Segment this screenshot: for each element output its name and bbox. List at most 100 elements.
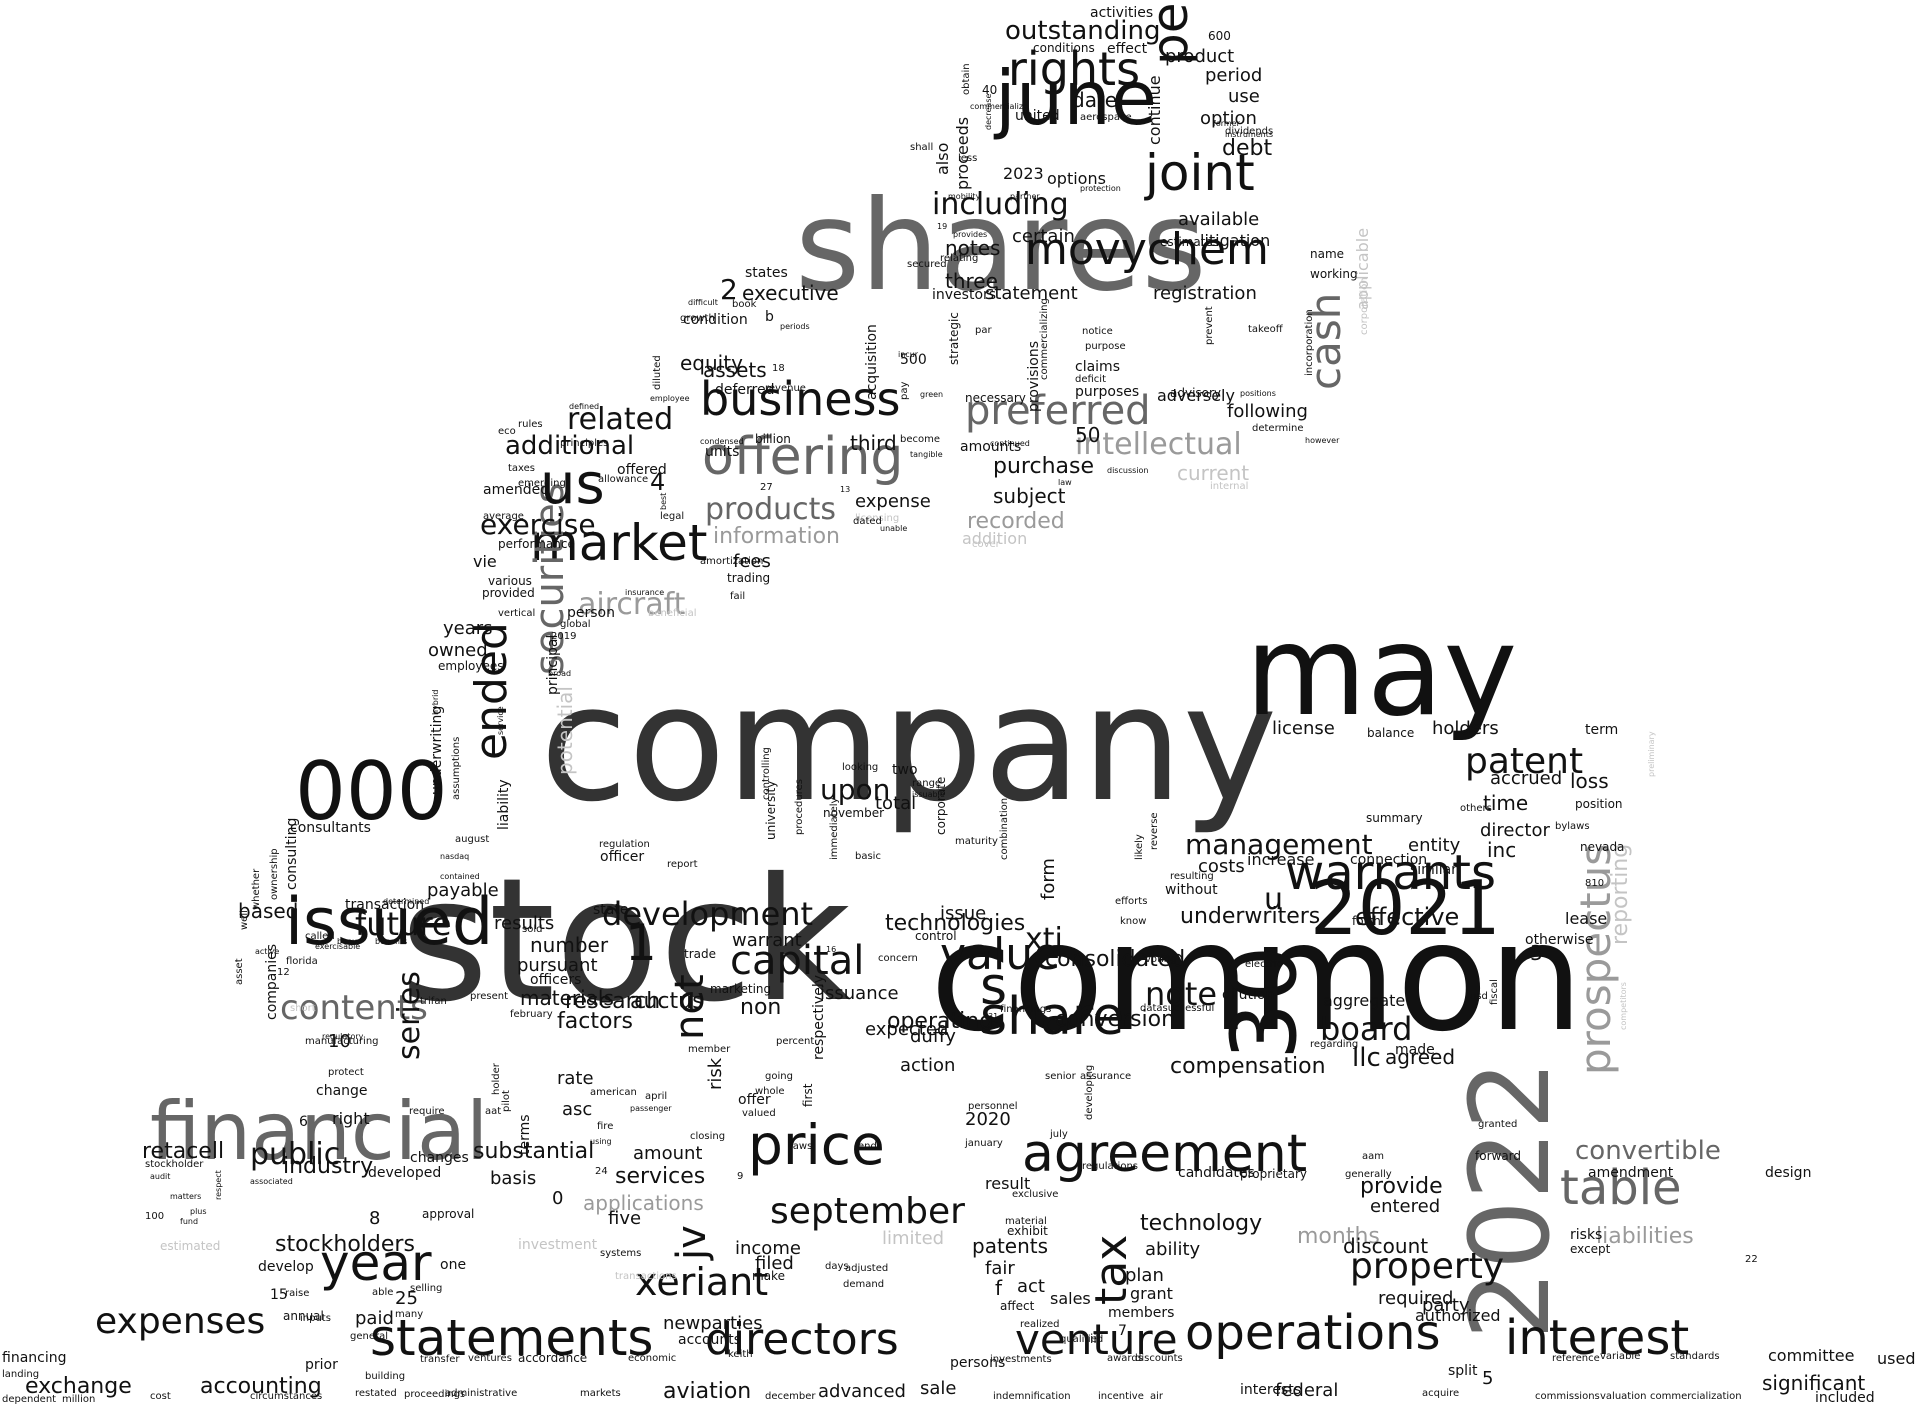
word-financings: financings: [1000, 1003, 1052, 1015]
word-eco: eco: [498, 425, 516, 437]
word-selling: selling: [410, 1282, 443, 1294]
word-0: 0: [552, 1187, 564, 1209]
word-plan: plan: [1125, 1264, 1164, 1286]
word-purpose: purpose: [1085, 340, 1126, 352]
word-year: year: [320, 1233, 432, 1292]
word-issuance: issuance: [820, 982, 899, 1004]
word-substantial: substantial: [473, 1139, 595, 1165]
word-2023: 2023: [1003, 164, 1044, 184]
word-officer: officer: [600, 849, 645, 866]
word-deficit: deficit: [1075, 373, 1106, 385]
word-former: former: [1213, 119, 1240, 129]
word-global: global: [560, 618, 591, 630]
word-3: 3: [1530, 941, 1543, 965]
word-related: related: [567, 401, 674, 437]
word-internal: internal: [1210, 480, 1249, 492]
word-5: 5: [1482, 1367, 1494, 1389]
word-entity: entity: [1408, 834, 1461, 856]
word-provide: provide: [1360, 1174, 1443, 1200]
word-board: board: [1320, 1009, 1413, 1048]
word-preferred: preferred: [965, 388, 1151, 434]
word-personnel: personnel: [968, 1100, 1018, 1112]
word-looking: looking: [842, 761, 879, 773]
word-reference: reference: [1552, 1352, 1600, 1364]
word-regarding: regarding: [1310, 1038, 1359, 1050]
word-fire: fire: [597, 1120, 614, 1132]
word-three: three: [945, 269, 998, 293]
word-bylaws: bylaws: [1555, 820, 1590, 832]
word-stockholder: stockholder: [145, 1158, 204, 1170]
word-controlling: controlling: [761, 747, 772, 800]
word-debt: debt: [1222, 136, 1273, 162]
word-statements: statements: [370, 1308, 654, 1367]
word-resulting: resulting: [1170, 870, 1214, 882]
word-acquire: acquire: [1422, 1387, 1460, 1399]
word-income: income: [735, 1237, 801, 1259]
word-name: name: [1310, 246, 1345, 261]
word-consulting: consulting: [284, 817, 300, 890]
word-reporting: reporting: [1608, 843, 1633, 945]
word-approval: approval: [422, 1206, 475, 1221]
word-accounting: accounting: [200, 1374, 322, 1400]
word-law: law: [1058, 478, 1072, 488]
word-employees: employees: [438, 658, 504, 673]
word-hybrid: hybrid: [431, 689, 440, 715]
word-27: 27: [760, 481, 773, 493]
word-directors: directors: [705, 1313, 899, 1365]
word-industry: industry: [283, 1154, 374, 1180]
word-period: period: [1205, 64, 1263, 86]
word-administrative: administrative: [445, 1387, 518, 1399]
word-interests: interests: [1240, 1382, 1302, 1399]
word-advisory: advisory: [1170, 385, 1222, 400]
word-markets: markets: [580, 1387, 621, 1399]
word-change: change: [316, 1083, 368, 1100]
word-obtain: obtain: [961, 63, 972, 95]
word-condensed: condensed: [700, 437, 744, 447]
word-effect: effect: [1107, 41, 1148, 58]
word-time: time: [1483, 791, 1529, 815]
word-forth: forth: [1352, 913, 1381, 928]
word-pay: pay: [899, 381, 910, 400]
word-third: third: [850, 431, 897, 455]
word-electric: electric: [1245, 958, 1282, 970]
word-party: party: [1422, 1294, 1470, 1316]
word-corporation: corporation: [1359, 277, 1370, 335]
word-2019: 2019: [551, 630, 577, 642]
word-raise: raise: [285, 1287, 310, 1299]
word-million: million: [62, 1393, 96, 1405]
word-commercialization: commercialization: [1650, 1390, 1742, 1402]
word-risks: risks: [1570, 1227, 1603, 1244]
word-terms: terms: [517, 1114, 533, 1155]
word-november: november: [823, 805, 885, 820]
word-issuable: issuable: [912, 790, 945, 800]
word-air: air: [1150, 1390, 1164, 1402]
word-emerging: emerging: [518, 477, 566, 489]
word-including: including: [932, 186, 1069, 222]
word-conversion: conversion: [1055, 1007, 1176, 1033]
word-subject: subject: [993, 484, 1066, 508]
word-common: common: [930, 890, 1584, 1065]
word-audit: audit: [150, 1172, 171, 1182]
word-product: product: [1165, 45, 1235, 67]
word-issued: issued: [285, 884, 494, 960]
word-asc: asc: [562, 1098, 593, 1120]
word-likely: likely: [1134, 834, 1145, 860]
word-proprietary: proprietary: [1240, 1166, 1307, 1181]
word-respect: respect: [214, 1170, 223, 1200]
word-addition: addition: [962, 529, 1028, 549]
word-basic: basic: [855, 850, 881, 862]
word-strategic: strategic: [947, 312, 961, 365]
word-use: use: [1228, 85, 1260, 107]
word-000: 000: [295, 745, 448, 838]
word-whole: whole: [755, 1085, 785, 1097]
word-operating: operating: [887, 1009, 994, 1035]
word-qualified: qualified: [1060, 1333, 1104, 1345]
word-accrued: accrued: [1490, 767, 1563, 789]
word-4: 4: [650, 467, 666, 496]
word-employee: employee: [650, 394, 690, 404]
word-maturity: maturity: [955, 835, 998, 847]
word-using: using: [590, 1137, 612, 1147]
word-f: f: [995, 1276, 1003, 1300]
word-information: information: [713, 524, 840, 550]
word-others: others: [1460, 802, 1492, 814]
